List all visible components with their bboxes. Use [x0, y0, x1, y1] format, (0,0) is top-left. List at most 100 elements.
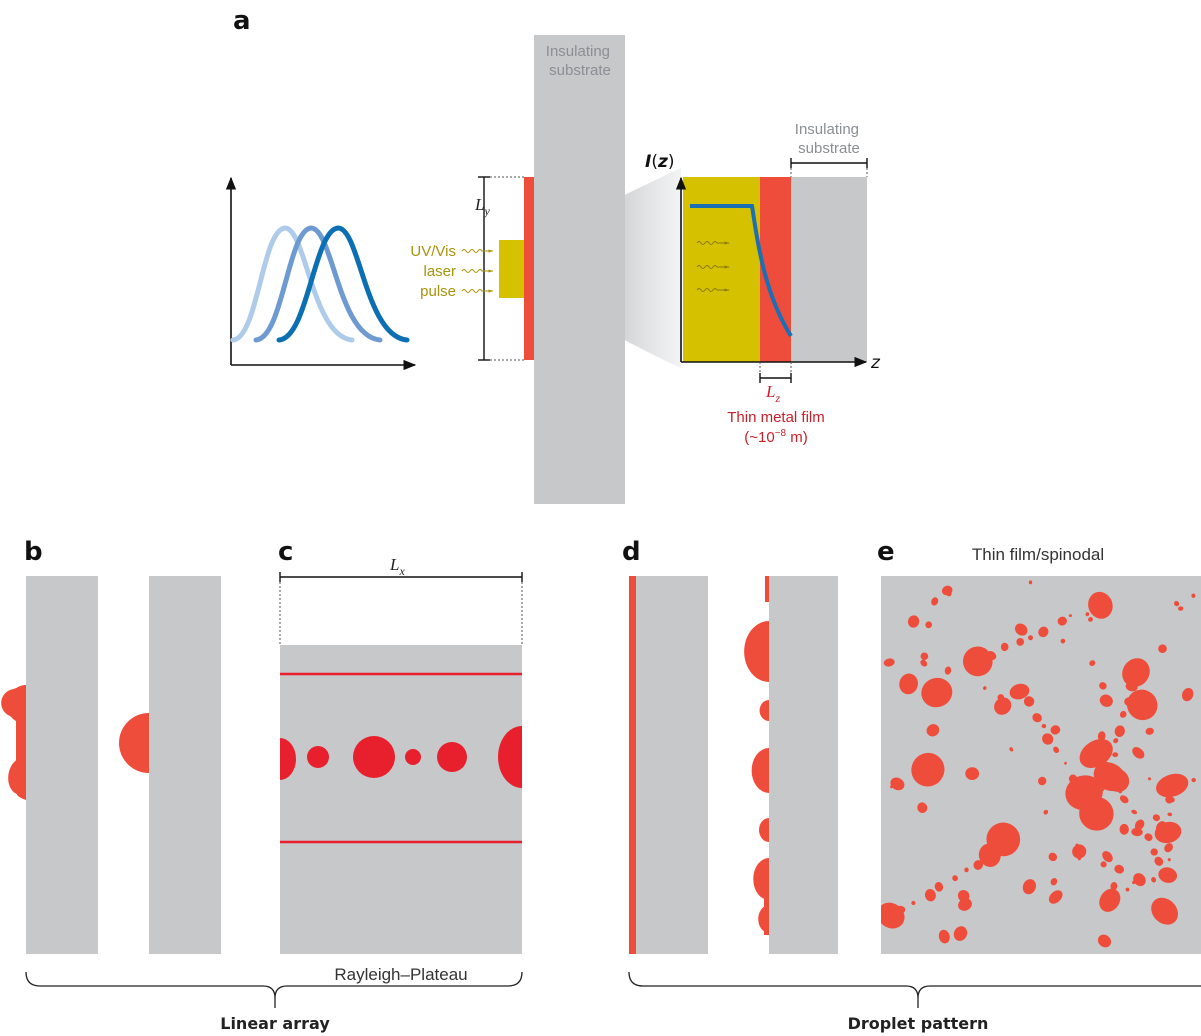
spinodal-droplet: [901, 685, 905, 689]
spinodal-droplet: [1098, 797, 1102, 801]
spinodal-droplet: [958, 898, 972, 911]
spinodal-droplet: [890, 777, 905, 791]
spinodal-droplet: [1150, 848, 1158, 856]
spinodal-droplet: [1134, 819, 1145, 831]
spinodal-droplet: [1119, 823, 1129, 835]
panel-b-droplet: [119, 713, 149, 773]
spinodal-droplet: [986, 822, 1021, 857]
panel-c: c Lx Rayleigh–Plateau: [278, 537, 523, 984]
spinodal-droplet: [1068, 614, 1072, 618]
spinodal-droplet: [1147, 777, 1152, 781]
spinodal-droplet: [1088, 617, 1093, 622]
spinodal-droplet: [1000, 642, 1009, 652]
pulse-curve-light: [230, 225, 355, 343]
spinodal-droplet: [1068, 774, 1078, 784]
spinodal-droplet: [1072, 844, 1087, 859]
spinodal-droplets: [881, 580, 1196, 948]
spinodal-droplet: [1191, 593, 1196, 598]
spinodal-droplet: [1060, 638, 1066, 644]
spinodal-droplet: [1042, 733, 1054, 745]
spinodal-droplet: [1168, 797, 1175, 803]
spinodal-droplet: [1009, 747, 1014, 752]
spinodal-droplet: [1089, 660, 1096, 667]
spinodal-droplet: [1048, 852, 1058, 862]
spinodal-droplet: [1110, 882, 1118, 891]
spinodal-droplet: [890, 785, 893, 789]
spinodal-droplet: [1124, 697, 1134, 707]
panel-b-rivulet-neck: [16, 716, 26, 761]
spinodal-droplet: [1057, 616, 1067, 626]
spinodal-droplet: [1022, 879, 1037, 895]
panel-b: b: [1, 537, 221, 954]
spinodal-droplet: [1102, 761, 1111, 770]
panel-letter-d: d: [622, 537, 641, 567]
spinodal-droplet: [1113, 738, 1119, 744]
spinodal-droplet: [1151, 897, 1179, 925]
inset-z-label: z: [870, 353, 881, 373]
panel-letter-b: b: [24, 537, 43, 567]
spinodal-droplet: [1154, 856, 1164, 866]
spinodal-droplet: [1038, 626, 1049, 638]
spinodal-droplet: [1167, 812, 1173, 817]
spinodal-droplet: [973, 860, 983, 870]
spinodal-droplet: [1133, 873, 1146, 887]
spinodal-droplet: [926, 724, 940, 737]
pulse-curve-mid: [253, 225, 383, 343]
panel-c-droplets: [280, 726, 522, 788]
spinodal-droplet: [920, 652, 929, 661]
spinodal-droplet: [1095, 777, 1104, 787]
panel-letter-e: e: [877, 537, 895, 567]
panel-e: e Thin film/spinodal: [877, 537, 1201, 954]
spinodal-droplet: [965, 767, 980, 781]
spinodal-droplet: [1145, 727, 1154, 735]
spinodal-droplet: [1132, 880, 1136, 885]
spinodal-droplet: [1099, 784, 1106, 792]
spinodal-droplet: [1014, 623, 1028, 636]
spinodal-droplet: [986, 651, 997, 660]
spinodal-droplet: [1151, 876, 1157, 883]
ly-dimension: Ly: [474, 176, 524, 361]
rp-droplet: [307, 746, 329, 768]
lz-label: Lz: [765, 382, 780, 405]
intensity-curve: [690, 204, 793, 338]
panel-letter-a: a: [233, 6, 251, 36]
rp-droplet: [437, 742, 467, 772]
spinodal-droplet: [1079, 739, 1113, 768]
spinodal-droplet: [1016, 638, 1025, 646]
spinodal-droplet: [1099, 694, 1113, 707]
spinodal-droplet: [1009, 683, 1030, 700]
spinodal-droplet: [1028, 580, 1033, 585]
spinodal-droplet: [1088, 591, 1113, 619]
spinodal-droplet: [1125, 681, 1138, 692]
spinodal-droplet: [944, 666, 952, 675]
panel-b-substrate-1: [26, 576, 98, 954]
spinodal-droplet: [925, 621, 933, 629]
spinodal-droplet: [907, 615, 920, 628]
inset-substrate-label: Insulating substrate: [795, 121, 863, 157]
rp-droplet: [280, 738, 296, 780]
spinodal-droplet: [1023, 696, 1035, 707]
panel-b-substrate-2: [149, 576, 221, 954]
spinodal-droplet: [1048, 890, 1063, 904]
panel-b-bulge-1: [8, 685, 26, 722]
panel-d-substrate-1: [636, 576, 708, 954]
panel-b-bulge-2: [8, 757, 26, 795]
laser-text: UV/Vis laser pulse: [410, 243, 494, 300]
spinodal-droplet: [1152, 814, 1161, 822]
droplet-pattern-label: Droplet pattern: [848, 1014, 989, 1033]
pulse-curve-dark: [276, 225, 410, 343]
spinodal-droplet: [952, 875, 958, 882]
spinodal-droplet: [911, 752, 945, 787]
spinodal-droplet: [1050, 725, 1061, 735]
spinodal-droplet: [1155, 821, 1167, 833]
spinodal-droplet: [1032, 713, 1042, 723]
spinodal-droplet: [1077, 856, 1082, 861]
spinodal-droplet: [1174, 600, 1180, 607]
panel-e-caption: Thin film/spinodal: [972, 545, 1104, 564]
spinodal-droplet: [1097, 731, 1106, 741]
spinodal-droplet: [1050, 877, 1058, 886]
spinodal-droplet: [964, 867, 969, 873]
spinodal-droplet: [1100, 861, 1107, 868]
spinodal-droplet: [1181, 687, 1194, 702]
